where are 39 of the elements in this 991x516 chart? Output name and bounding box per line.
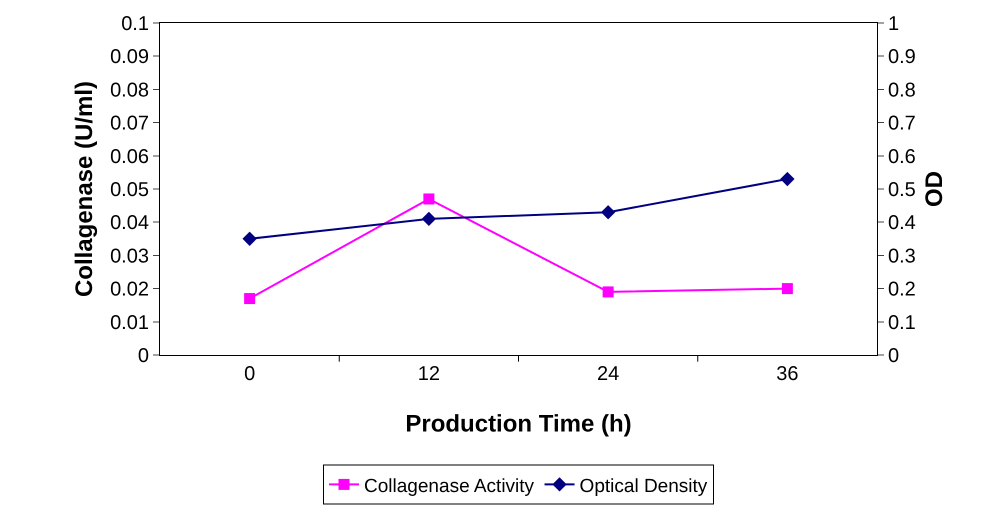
point (423, 193, 434, 204)
y2-tick-label: 0.3 (888, 245, 916, 268)
y-tick-label: 0.1 (121, 13, 149, 35)
y-tick-label: 0.09 (110, 46, 149, 68)
y-tick-label: 0.05 (110, 179, 149, 201)
y-tick-label: 0.02 (110, 278, 149, 301)
y-tick-label: 0.07 (110, 112, 149, 135)
y-tick-label: 0.03 (110, 245, 149, 268)
x-tick-label: 12 (418, 363, 440, 385)
x-tick-label: 24 (597, 363, 620, 385)
y-axis-title: Collagenase (U/ml) (71, 80, 98, 298)
y2-tick-label: 1 (888, 13, 900, 35)
point (242, 232, 257, 246)
point (600, 205, 616, 220)
point (780, 172, 795, 186)
point (422, 212, 436, 226)
point (782, 283, 793, 294)
y2-tick-label: 0.4 (888, 212, 916, 234)
x-tick-label: 36 (776, 363, 799, 385)
y2-tick-label: 0.1 (888, 312, 916, 334)
legend-label: Optical Density (580, 476, 708, 497)
legend-label: Collagenase Activity (364, 476, 535, 497)
y-tick-label: 0.04 (110, 212, 149, 234)
y-tick-label: 0.01 (110, 312, 149, 334)
y-tick-label: 0.08 (110, 79, 149, 102)
y2-tick-label: 0 (888, 345, 900, 367)
x-tick-label: 0 (244, 363, 256, 385)
y2-tick-label: 0.2 (888, 278, 916, 301)
y-tick-label: 0 (138, 345, 149, 367)
y2-tick-label: 0.7 (888, 112, 916, 135)
y2-tick-label: 0.5 (888, 179, 916, 201)
y2-tick-label: 0.6 (888, 146, 916, 168)
point (602, 286, 614, 298)
point (244, 293, 256, 304)
y-tick-label: 0.06 (110, 146, 149, 168)
x-axis-title: Production Time (h) (405, 410, 632, 438)
y2-tick-label: 0.9 (888, 46, 916, 68)
y2-axis-title: OD (921, 171, 948, 207)
y2-tick-label: 0.8 (888, 79, 916, 102)
